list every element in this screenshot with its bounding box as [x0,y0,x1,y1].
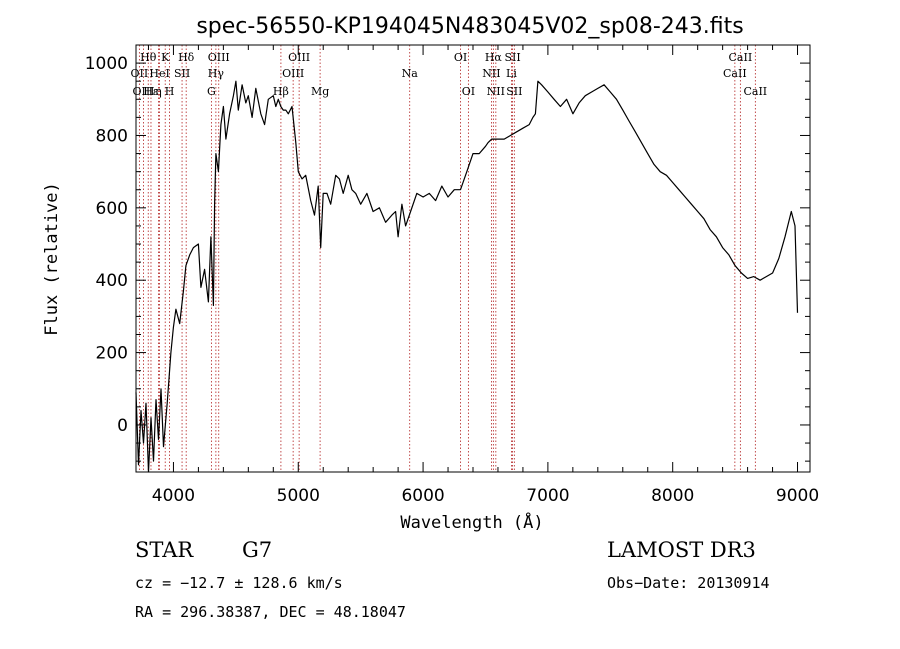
spectrum-series [135,80,799,473]
emission-line-label: G [207,85,216,98]
x-tick-label: 4000 [152,486,195,506]
plot-frame [135,44,811,473]
y-tick-label: 800 [96,126,128,146]
emission-line-label: Mg [311,85,329,98]
emission-line-label: HeI [149,67,169,80]
emission-line-label: Na [402,67,419,80]
coordinates: RA = 296.38387, DEC = 48.18047 [135,603,406,621]
x-tick-label: 9000 [776,486,819,506]
y-axis-label: Flux (relative) [42,182,62,336]
emission-line-label: NII [482,67,500,80]
emission-line-label: η [155,85,162,98]
spectrum-line-0 [135,80,799,473]
emission-line-label: Li [506,67,517,80]
emission-line-label: OIII [132,85,154,98]
emission-line-label: SII [504,51,520,64]
emission-line-label: Hε [143,85,159,98]
y-tick-label: 0 [117,416,128,436]
emission-line-label: SII [174,67,190,80]
emission-line-label: Hθ [140,51,157,64]
emission-line-label: OI [462,85,475,98]
emission-line-label: Hδ [178,51,195,64]
object-subclass: G7 [242,538,273,562]
emission-line-markers [138,45,756,472]
emission-line-label: NII [487,85,505,98]
emission-line-label: OIII [208,51,230,64]
y-tick-label: 400 [96,271,128,291]
emission-line-label: OII [131,67,149,80]
y-tick-label: 600 [96,199,128,219]
x-tick-label: 8000 [651,486,694,506]
radial-velocity: cz = −12.7 ± 128.6 km/s [135,574,343,592]
emission-line-label: SII [506,85,522,98]
emission-line-label: CaII [729,51,753,64]
emission-line-label: K [161,51,170,64]
observation-date: Obs−Date: 20130914 [607,574,770,592]
emission-line-label: Hα [485,51,503,64]
chart-title: spec-56550-KP194045N483045V02_sp08-243.f… [196,14,743,39]
emission-line-label: OIII [282,67,304,80]
emission-line-label: OIII [288,51,310,64]
x-axis-label: Wavelength (Å) [400,511,543,533]
y-tick-label: 1000 [85,54,128,74]
x-tick-label: 7000 [526,486,569,506]
emission-line-label: OI [454,51,467,64]
x-tick-label: 5000 [277,486,320,506]
emission-line-label: Hβ [273,85,289,98]
emission-line-label: CaII [743,85,767,98]
emission-line-label: H [165,85,175,98]
emission-line-label: Hγ [208,67,225,80]
y-axis-ticks: 0 200 400 600 800 1000 [85,54,810,462]
x-tick-label: 6000 [401,486,444,506]
survey-name: LAMOST DR3 [607,538,756,562]
y-tick-label: 200 [96,344,128,364]
emission-line-label: CaII [723,67,747,80]
object-class: STAR [135,538,194,562]
x-axis-ticks: 4000 5000 6000 7000 8000 9000 [147,45,819,506]
